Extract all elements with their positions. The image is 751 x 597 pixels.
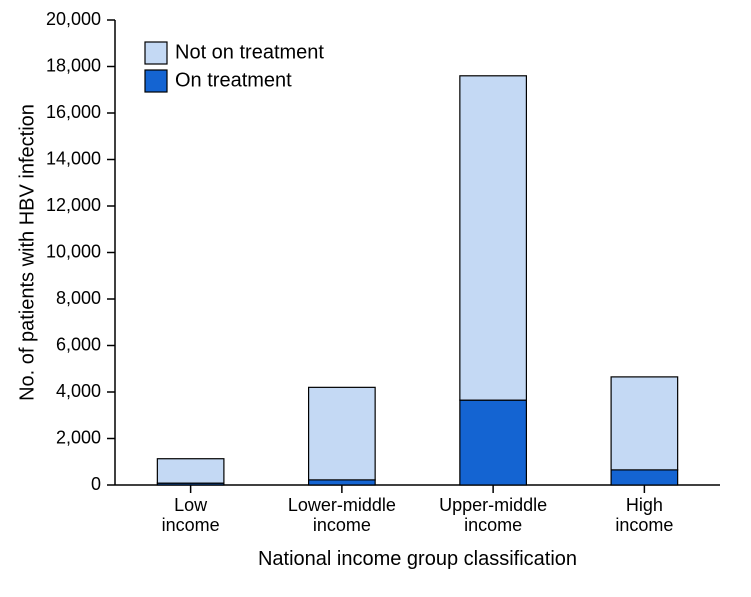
bar-not_on_treatment bbox=[611, 377, 678, 470]
x-tick-label: Upper-middle bbox=[439, 495, 547, 515]
x-tick-label: High bbox=[626, 495, 663, 515]
legend-swatch bbox=[145, 42, 167, 64]
bar-not_on_treatment bbox=[157, 459, 224, 483]
y-tick-label: 14,000 bbox=[46, 148, 101, 168]
bar-not_on_treatment bbox=[309, 387, 376, 480]
y-tick-label: 10,000 bbox=[46, 241, 101, 261]
bar-on_treatment bbox=[309, 480, 376, 485]
chart-container: 0 2,000 4,000 6,000 8,000 10,000 12,000 14,000 1… bbox=[0, 0, 751, 597]
legend-label: On treatment bbox=[175, 69, 292, 91]
x-tick-label: income bbox=[162, 515, 220, 535]
legend-swatch bbox=[145, 70, 167, 92]
x-tick-label: income bbox=[464, 515, 522, 535]
bar-on_treatment bbox=[460, 400, 527, 485]
y-tick-label: 18,000 bbox=[46, 55, 101, 75]
y-tick-label: 2,000 bbox=[56, 427, 101, 447]
x-tick-label: Lower-middle bbox=[288, 495, 396, 515]
x-tick-label: income bbox=[313, 515, 371, 535]
y-tick-label: 16,000 bbox=[46, 102, 101, 122]
x-tick-label: Low bbox=[174, 495, 208, 515]
legend-label: Not on treatment bbox=[175, 41, 324, 63]
bar-on_treatment bbox=[611, 470, 678, 485]
y-axis-label: No. of patients with HBV infection bbox=[16, 104, 38, 401]
y-tick-label: 0 bbox=[91, 474, 101, 494]
y-tick-label: 20,000 bbox=[46, 9, 101, 29]
y-tick-label: 8,000 bbox=[56, 288, 101, 308]
y-tick-label: 12,000 bbox=[46, 195, 101, 215]
y-tick-label: 6,000 bbox=[56, 334, 101, 354]
bar-not_on_treatment bbox=[460, 76, 527, 400]
x-axis-label: National income group classification bbox=[258, 548, 577, 570]
y-tick-label: 4,000 bbox=[56, 381, 101, 401]
x-tick-label: income bbox=[615, 515, 673, 535]
stacked-bar-chart: 0 2,000 4,000 6,000 8,000 10,000 12,000 14,000 1… bbox=[0, 0, 751, 597]
